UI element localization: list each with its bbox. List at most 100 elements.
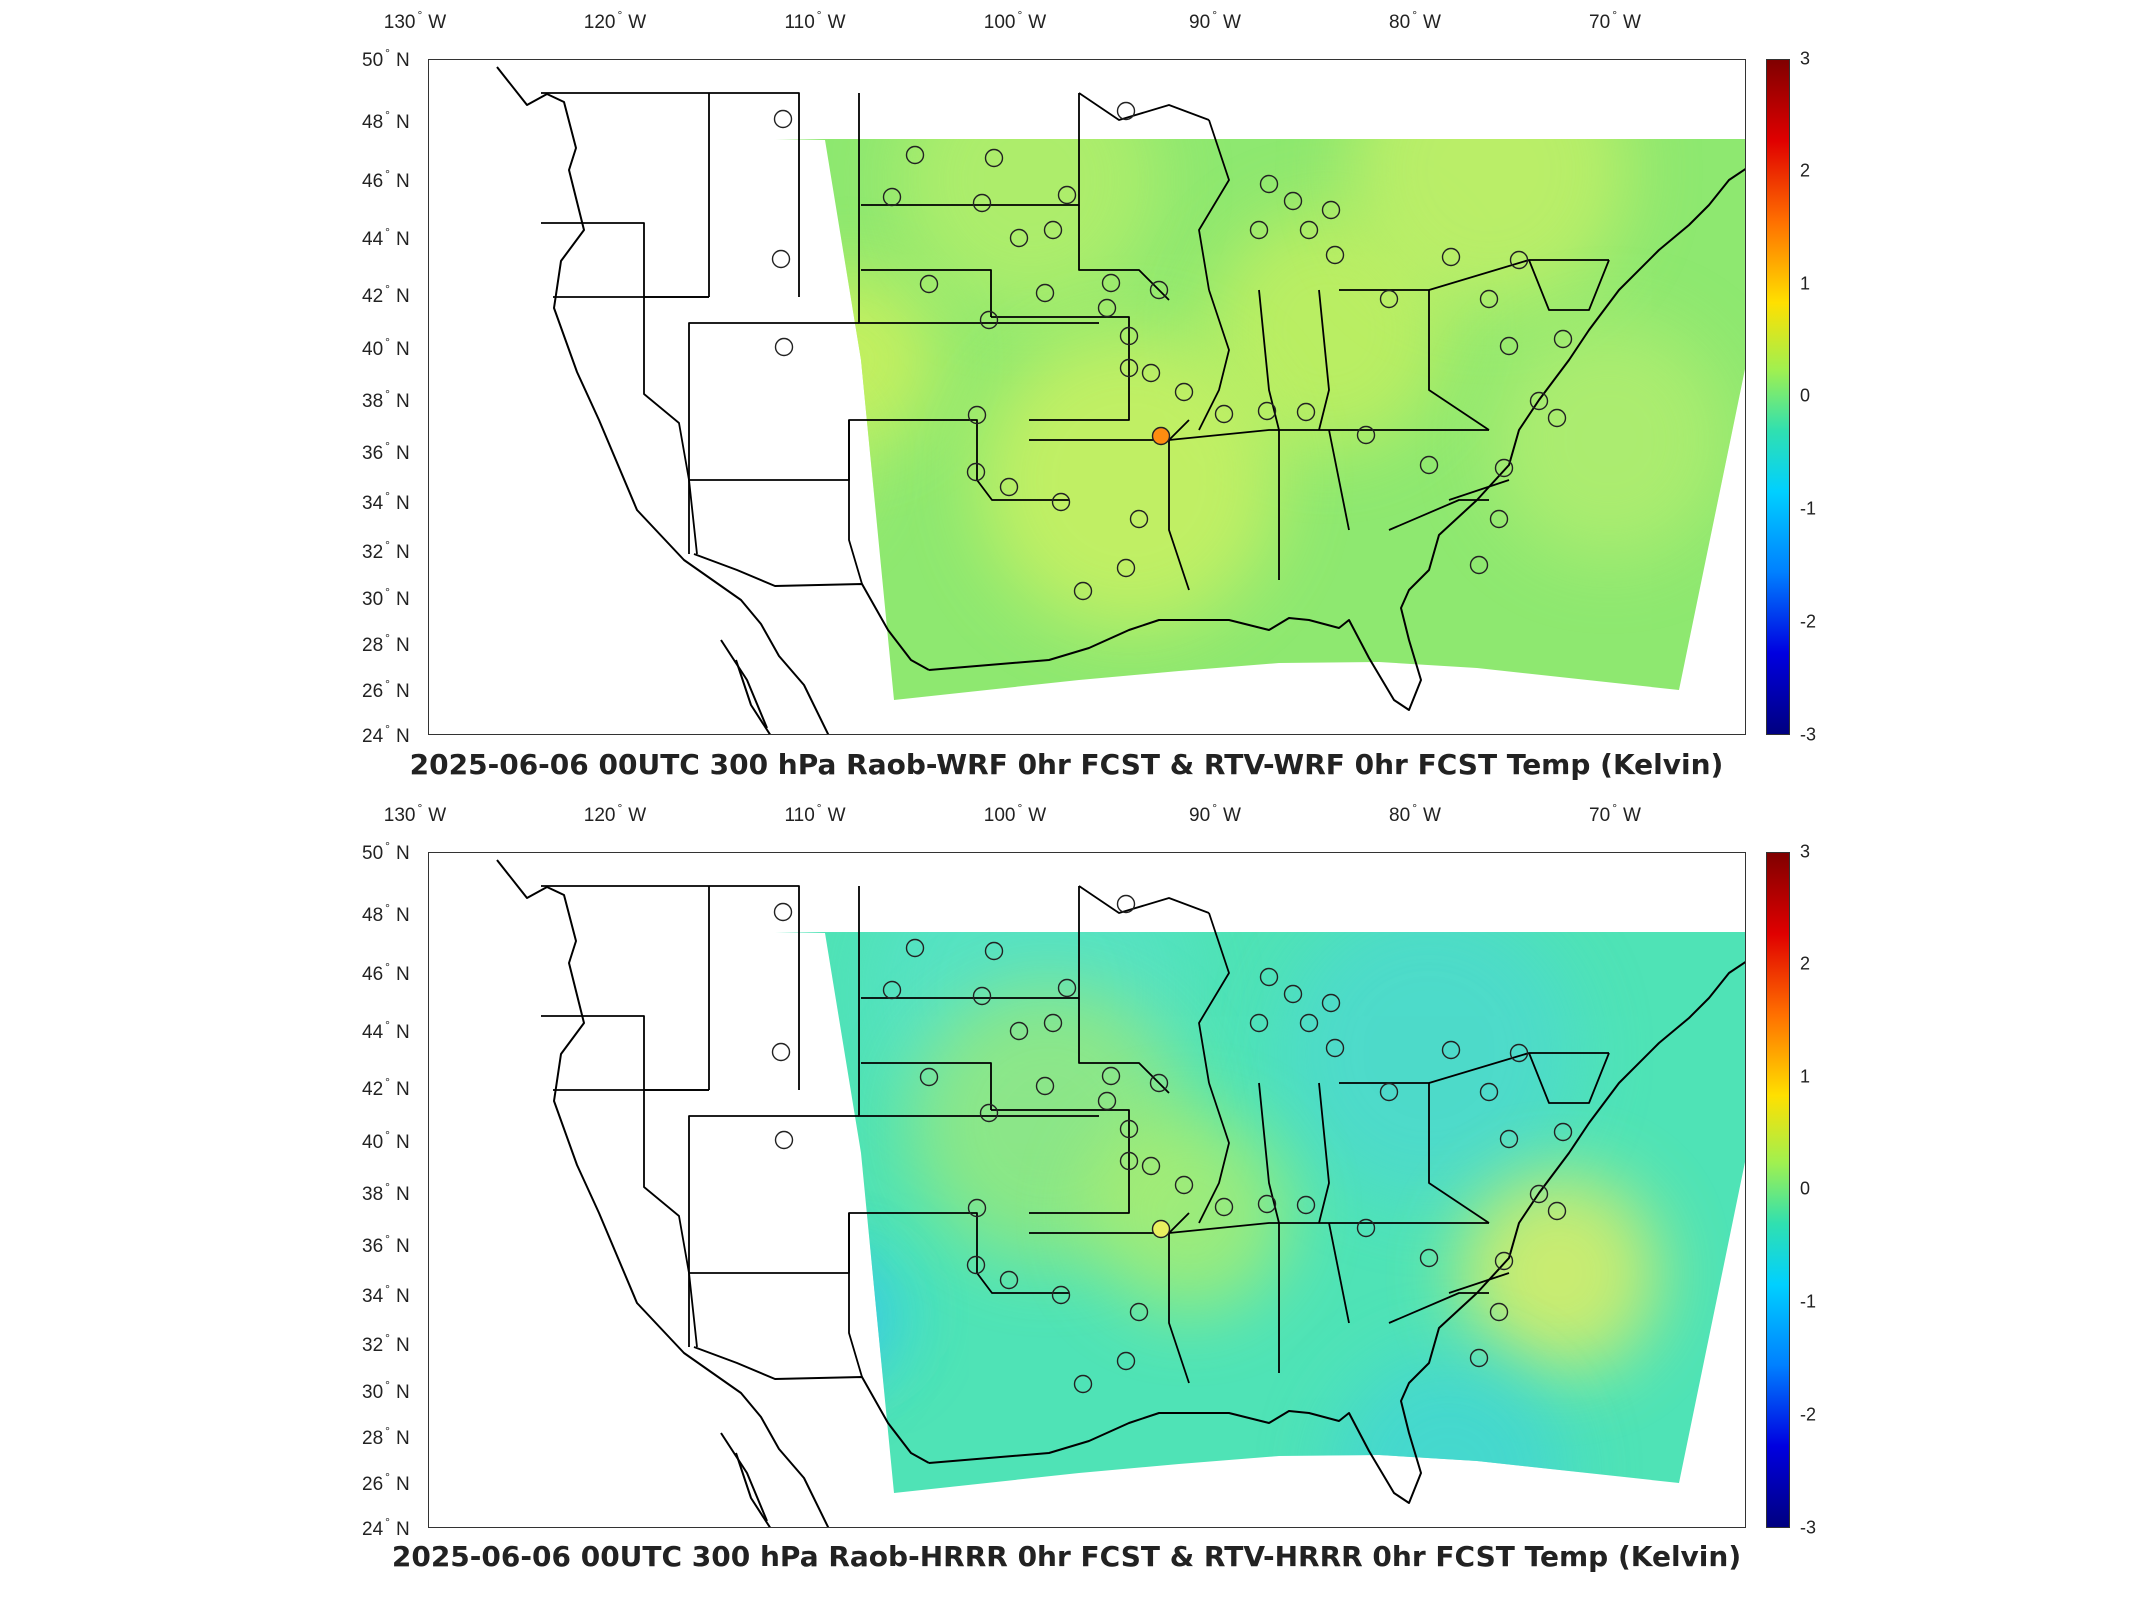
state-border (1328, 429, 1350, 531)
panel-title: 2025-06-06 00UTC 300 hPa Raob-HRRR 0hr F… (391, 1540, 1742, 1573)
colorbar-tick-label: 0 (1800, 1178, 1811, 1199)
temperature-difference-map (429, 859, 1745, 1527)
field-anomaly-patch (429, 963, 659, 1203)
field-anomaly-patch (499, 160, 759, 420)
state-border (688, 1115, 859, 1273)
state-border (1318, 289, 1330, 431)
raob-station-marker (1009, 228, 1029, 248)
raob-station-marker (882, 187, 902, 207)
longitude-tick-label: 70 ° W (1589, 801, 1641, 826)
raob-station-marker (1073, 1374, 1093, 1394)
state-border (1198, 1082, 1230, 1224)
raob-station-marker (1151, 426, 1171, 446)
raob-station-marker (999, 477, 1019, 497)
raob-stations (771, 101, 1573, 601)
raob-station-marker (1299, 1013, 1319, 1033)
raob-station-marker (966, 1255, 986, 1275)
raob-station-marker (1051, 1285, 1071, 1305)
raob-station-marker (1509, 1043, 1529, 1063)
longitude-tick-label: 120 ° W (583, 8, 647, 33)
raob-station-marker (972, 986, 992, 1006)
raob-station-marker (1257, 401, 1277, 421)
raob-station-marker (1529, 391, 1549, 411)
raob-station-marker (1509, 250, 1529, 270)
raob-station-marker (1299, 220, 1319, 240)
raob-station-marker (905, 145, 925, 165)
state-border (541, 222, 645, 297)
raob-station-marker (1379, 289, 1399, 309)
state-border (1388, 499, 1489, 531)
colorbar-tick-label: 3 (1800, 48, 1811, 69)
longitude-tick-label: 80 ° W (1389, 8, 1441, 33)
latitude-tick-label: 44 ° N (362, 225, 410, 250)
raob-station-marker (1249, 220, 1269, 240)
raob-station-marker (1419, 1248, 1439, 1268)
raob-station-marker (1051, 492, 1071, 512)
colorbar (1766, 852, 1790, 1528)
colorbar-tick-label: 1 (1800, 1066, 1811, 1087)
latitude-tick-label: 24 ° N (362, 722, 410, 747)
raob-station-marker (1119, 1119, 1139, 1139)
state-border (1528, 259, 1610, 311)
state-border (688, 322, 859, 480)
raob-station-marker (1469, 555, 1489, 575)
latitude-tick-label: 30 ° N (362, 585, 410, 610)
raob-station-marker (1116, 101, 1136, 121)
latitude-tick-label: 50 ° N (362, 839, 410, 864)
longitude-tick-label: 110 ° W (784, 801, 846, 826)
latitude-tick-label: 48 ° N (362, 108, 410, 133)
temperature-difference-map (496, 66, 1745, 734)
field-anomaly-patch (1489, 320, 1729, 560)
raob-station-marker (1057, 185, 1077, 205)
state-border (1078, 205, 1170, 301)
colorbar (1766, 59, 1790, 735)
latitude-tick-label: 40 ° N (362, 335, 410, 360)
coastline (928, 168, 1745, 711)
state-border (541, 885, 800, 993)
coastline (720, 1432, 768, 1522)
top-panel: 130 ° W 120 ° W 110 ° W 100 ° W 90 ° W 80 ° W 70 ° W 50 ° N 48 °… (0, 0, 2133, 795)
raob-station-marker (1321, 200, 1341, 220)
raob-station-marker (1356, 1218, 1376, 1238)
raob-station-marker (1119, 1151, 1139, 1171)
raob-station-marker (1553, 329, 1573, 349)
latitude-tick-label: 42 ° N (362, 1075, 410, 1100)
raob-station-marker (1129, 1302, 1149, 1322)
colorbar-tick-label: -3 (1800, 724, 1817, 745)
raob-station-marker (1101, 1066, 1121, 1086)
raob-station-marker (774, 337, 794, 357)
latitude-tick-label: 34 ° N (362, 1282, 410, 1307)
raob-station-marker (1101, 273, 1121, 293)
raob-station-marker (1149, 280, 1169, 300)
raob-station-marker (967, 405, 987, 425)
raob-station-marker (1479, 289, 1499, 309)
raob-station-marker (919, 1067, 939, 1087)
raob-station-marker (1043, 220, 1063, 240)
latitude-tick-label: 50 ° N (362, 46, 410, 71)
state-border (1528, 1052, 1610, 1104)
raob-station-marker (999, 1270, 1019, 1290)
field-anomaly-patch (609, 1073, 749, 1213)
colorbar-tick-label: -2 (1800, 1404, 1817, 1425)
state-border (1258, 1082, 1280, 1224)
raob-station-marker (1469, 1348, 1489, 1368)
state-border (688, 419, 861, 554)
raob-station-marker (773, 109, 793, 129)
longitude-tick-label: 100 ° W (983, 801, 1047, 826)
raob-station-marker (1035, 1076, 1055, 1096)
coastline (735, 1452, 771, 1527)
raob-station-marker (1325, 1038, 1345, 1058)
state-border (991, 1109, 1130, 1214)
colorbar-tick-label: -2 (1800, 611, 1817, 632)
raob-station-marker (1097, 298, 1117, 318)
state-border (1078, 92, 1210, 121)
raob-station-marker (979, 310, 999, 330)
raob-station-marker (1035, 283, 1055, 303)
field-anomaly-patch (979, 330, 1279, 630)
latitude-tick-label: 38 ° N (362, 1180, 410, 1205)
state-border (1388, 1292, 1489, 1324)
state-border (1448, 479, 1510, 501)
colorbar-tick-label: 2 (1800, 160, 1811, 181)
raob-station-marker (1494, 1251, 1514, 1271)
latitude-tick-label: 24 ° N (362, 1515, 410, 1540)
